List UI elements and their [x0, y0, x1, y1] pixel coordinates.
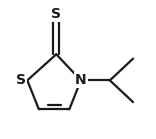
Text: S: S — [51, 7, 61, 21]
Text: S: S — [16, 73, 26, 87]
Text: N: N — [75, 73, 87, 87]
